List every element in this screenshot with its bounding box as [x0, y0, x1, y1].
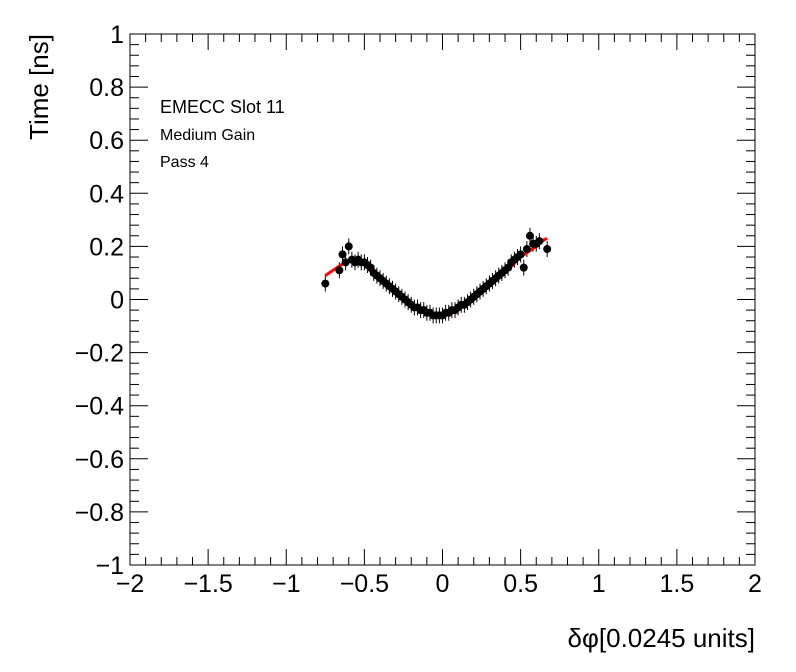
annotation-slot: EMECC Slot 11 [160, 97, 285, 117]
data-point [535, 237, 544, 246]
y-tick-label: 0.4 [89, 180, 124, 208]
data-point [321, 279, 330, 288]
annotation-pass: Pass 4 [160, 154, 209, 171]
x-tick-label: 1.5 [659, 570, 694, 598]
data-points [321, 231, 552, 320]
data-point [341, 258, 350, 267]
y-tick-labels: 1 0.8 0.6 0.4 0.2 0 −0.2 −0.4 −0.6 −0.8 −1 [75, 21, 124, 580]
error-bars [324, 227, 548, 324]
data-point [526, 231, 534, 240]
data-point [516, 250, 525, 259]
y-tick-label: 0 [110, 287, 124, 315]
data-point [519, 263, 528, 272]
y-tick-label: −1 [95, 552, 124, 580]
x-tick-label: −2 [116, 570, 145, 598]
data-point [338, 250, 347, 259]
x-tick-label: 0 [436, 570, 450, 598]
annotation-gain: Medium Gain [160, 127, 255, 144]
y-tick-label: −0.6 [75, 446, 124, 474]
x-axis-title: δφ[0.0245 units] [568, 623, 755, 653]
x-tick-labels: −2 −1.5 −1 −0.5 0 0.5 1 1.5 2 [116, 570, 762, 598]
y-axis-title: Time [ns] [24, 34, 54, 140]
data-point [335, 266, 344, 275]
y-tick-label: 0.2 [89, 233, 124, 261]
data-point [344, 242, 353, 251]
y-tick-label: −0.8 [75, 499, 124, 527]
y-tick-label: −0.4 [75, 393, 124, 421]
x-tick-label: −1.5 [183, 570, 232, 598]
data-point [543, 245, 552, 254]
x-tick-label: 2 [748, 570, 762, 598]
fit-line [324, 237, 548, 317]
y-tick-label: 1 [110, 21, 124, 49]
x-tick-label: −1 [272, 570, 301, 598]
y-tick-label: 0.8 [89, 74, 124, 102]
axis-ticks [129, 33, 756, 566]
x-tick-label: −0.5 [340, 570, 389, 598]
data-point [522, 245, 531, 254]
y-tick-label: 0.6 [89, 127, 124, 155]
fit-curve [324, 237, 548, 317]
x-tick-label: 0.5 [503, 570, 538, 598]
x-tick-label: 1 [592, 570, 606, 598]
y-tick-label: −0.2 [75, 340, 124, 368]
